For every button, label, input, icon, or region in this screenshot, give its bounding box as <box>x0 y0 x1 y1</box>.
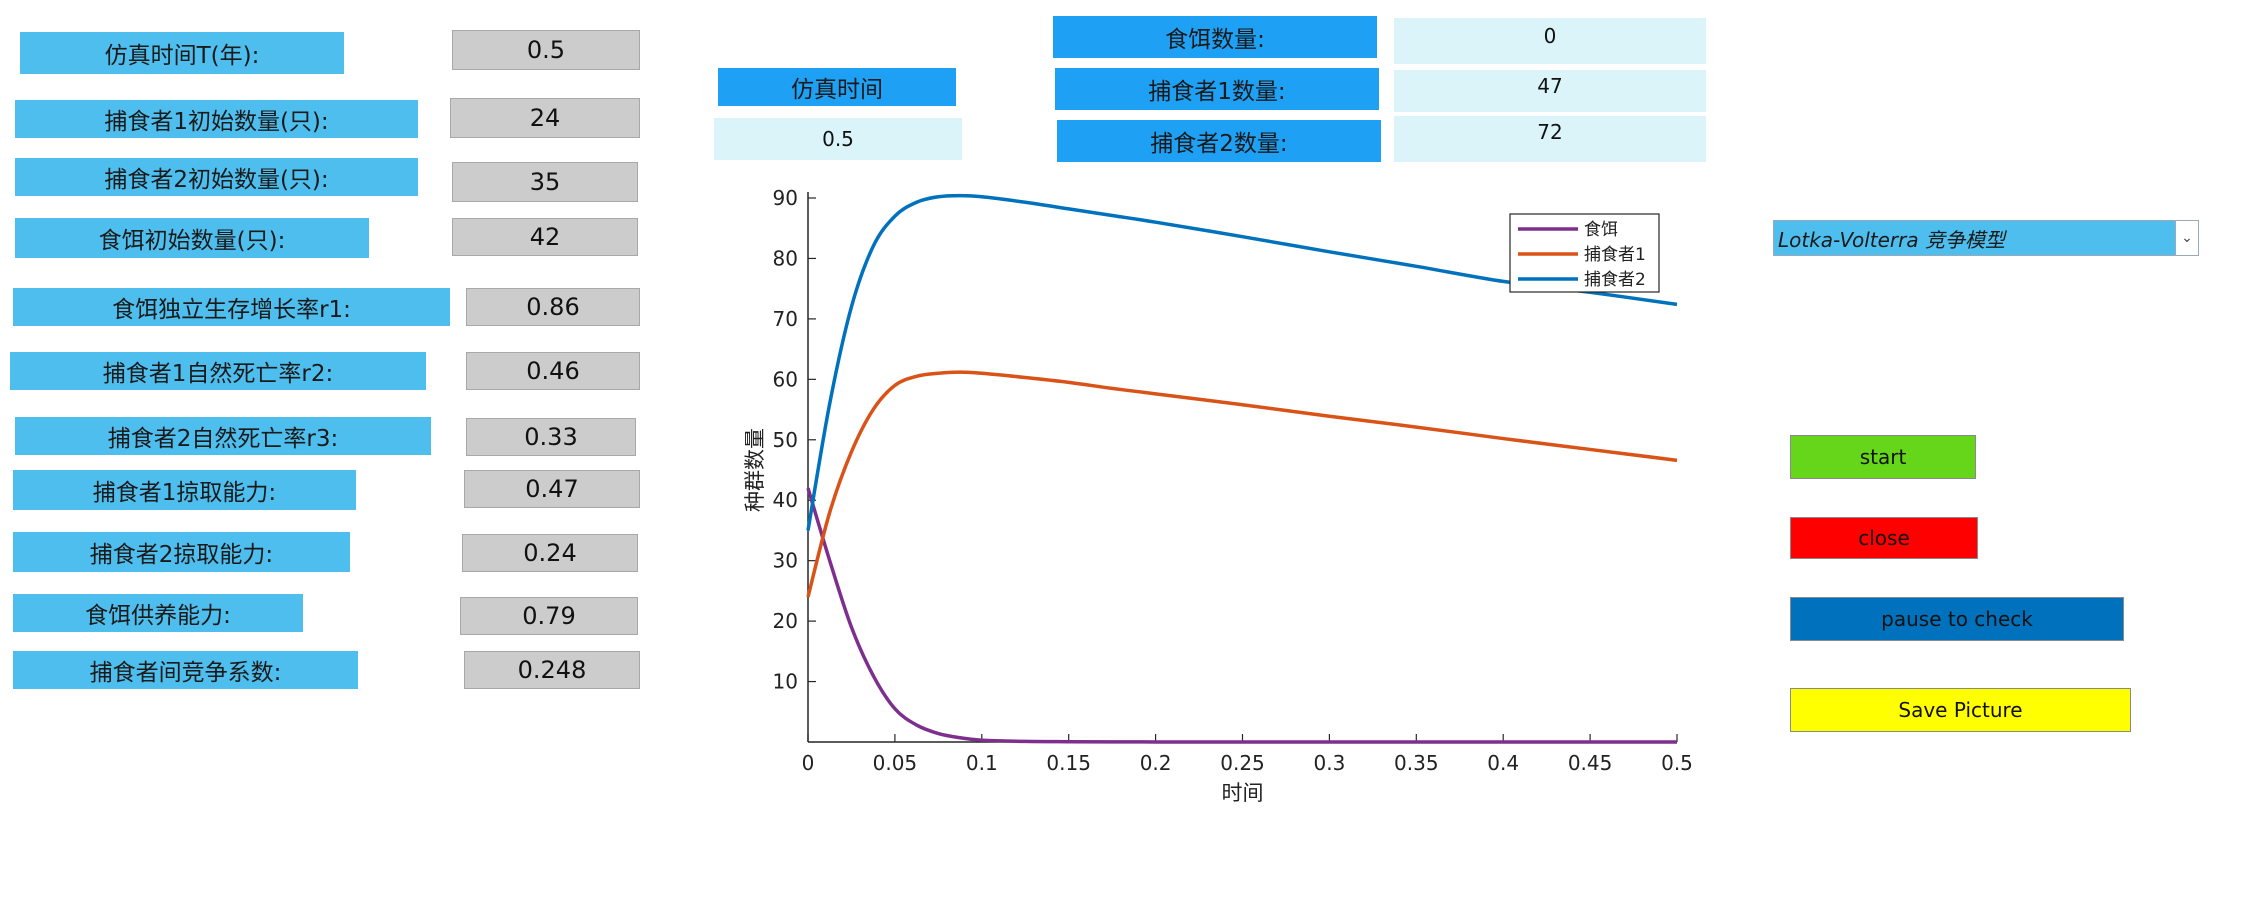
predator2-count-label: 捕食者2数量: <box>1057 120 1381 162</box>
predator1-count-value: 47 <box>1394 70 1706 112</box>
param-label: 食饵初始数量(只): <box>15 218 369 258</box>
predator2-count-value: 72 <box>1394 116 1706 162</box>
pause-to-check-button[interactable]: pause to check <box>1790 597 2124 641</box>
prey-count-label: 食饵数量: <box>1053 16 1377 58</box>
model-select-dropdown[interactable]: Lotka-Volterra 竞争模型 ⌄ <box>1773 220 2199 256</box>
start-button[interactable]: start <box>1790 435 1976 479</box>
x-tick-label: 0.1 <box>966 751 998 775</box>
param-label: 捕食者间竞争系数: <box>13 651 358 689</box>
x-tick-label: 0.2 <box>1140 751 1172 775</box>
population-chart: 0 0.05 0.1 0.15 0.2 0.25 0.3 0.35 0.4 0.45 0.5 10 20… <box>743 186 1693 805</box>
y-tick-label: 50 <box>773 428 798 452</box>
x-tick-label: 0.35 <box>1394 751 1439 775</box>
x-tick-label: 0.15 <box>1046 751 1091 775</box>
x-tick-label: 0.45 <box>1568 751 1613 775</box>
param-input[interactable]: 42 <box>452 218 638 256</box>
y-tick-label: 60 <box>773 367 798 391</box>
param-input[interactable]: 24 <box>450 98 640 138</box>
param-label: 捕食者1自然死亡率r2: <box>10 352 426 390</box>
close-button[interactable]: close <box>1790 517 1978 559</box>
param-input[interactable]: 0.248 <box>464 651 640 689</box>
y-axis-label: 种群数量 <box>743 428 767 512</box>
param-input[interactable]: 0.5 <box>452 30 640 70</box>
param-input[interactable]: 0.47 <box>464 470 640 508</box>
param-label: 捕食者2自然死亡率r3: <box>15 417 431 455</box>
x-tick-label: 0.05 <box>873 751 918 775</box>
y-tick-label: 80 <box>773 246 798 270</box>
series-line-1 <box>806 370 1678 598</box>
sim-time-value: 0.5 <box>714 118 962 160</box>
chevron-down-icon[interactable]: ⌄ <box>2175 221 2198 255</box>
save-picture-button[interactable]: Save Picture <box>1790 688 2131 732</box>
x-tick-label: 0 <box>802 751 815 775</box>
param-label: 捕食者2掠取能力: <box>13 532 350 572</box>
param-input[interactable]: 0.79 <box>460 597 638 635</box>
predator1-count-label: 捕食者1数量: <box>1055 68 1379 110</box>
model-select-value: Lotka-Volterra 竞争模型 <box>1778 227 2005 252</box>
param-input[interactable]: 0.86 <box>466 288 640 326</box>
x-tick-label: 0.25 <box>1220 751 1265 775</box>
y-tick-label: 90 <box>773 186 798 210</box>
legend-entry: 捕食者2 <box>1584 270 1646 290</box>
legend-entry: 食饵 <box>1584 220 1618 240</box>
param-label: 食饵供养能力: <box>13 594 303 632</box>
y-tick-label: 10 <box>773 670 798 694</box>
param-label: 捕食者2初始数量(只): <box>15 158 418 196</box>
param-label: 捕食者1初始数量(只): <box>15 100 418 138</box>
y-tick-label: 30 <box>773 549 798 573</box>
param-input[interactable]: 0.46 <box>466 352 640 390</box>
x-tick-label: 0.3 <box>1313 751 1345 775</box>
param-input[interactable]: 0.33 <box>466 418 636 456</box>
y-tick-label: 70 <box>773 307 798 331</box>
param-input[interactable]: 35 <box>452 162 638 202</box>
legend-entry: 捕食者1 <box>1584 245 1646 265</box>
y-tick-label: 40 <box>773 488 798 512</box>
y-tick-label: 20 <box>773 609 798 633</box>
param-label: 捕食者1掠取能力: <box>13 470 356 510</box>
x-axis-label: 时间 <box>1222 781 1264 805</box>
x-tick-label: 0.4 <box>1487 751 1519 775</box>
sim-time-label: 仿真时间 <box>718 68 956 106</box>
series-line-2 <box>806 193 1678 531</box>
param-label: 食饵独立生存增长率r1: <box>13 288 450 326</box>
param-input[interactable]: 0.24 <box>462 534 638 572</box>
param-label: 仿真时间T(年): <box>20 32 344 74</box>
series-line-0 <box>806 487 1677 744</box>
x-tick-label: 0.5 <box>1661 751 1693 775</box>
prey-count-value: 0 <box>1394 18 1706 64</box>
